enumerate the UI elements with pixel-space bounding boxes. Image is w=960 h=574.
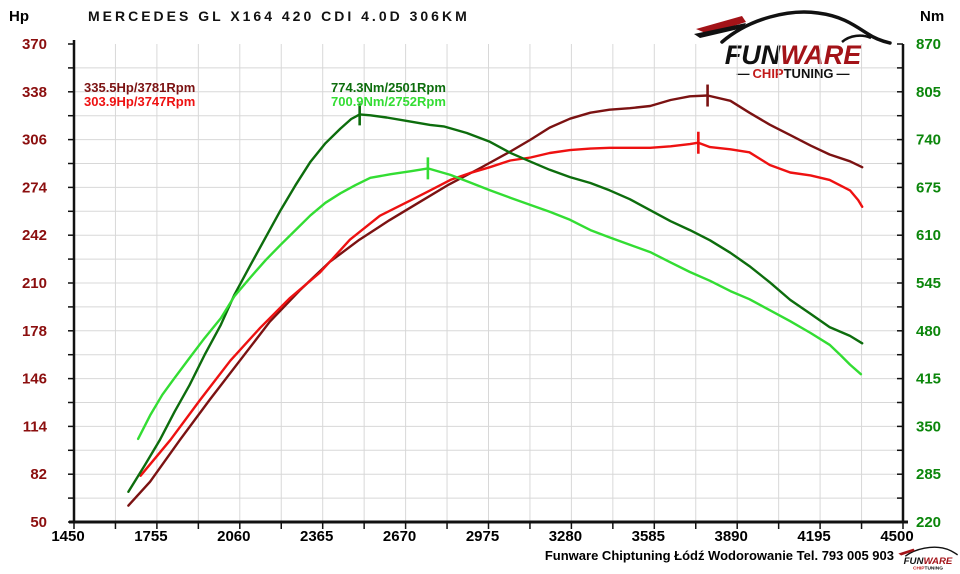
rpm-tick-label: 4195 bbox=[797, 528, 830, 545]
rpm-tick-label: 2060 bbox=[217, 528, 250, 545]
rpm-tick-label: 3280 bbox=[549, 528, 582, 545]
rpm-tick-label: 2975 bbox=[466, 528, 499, 545]
rpm-tick-label: 2670 bbox=[383, 528, 416, 545]
hp-tick-label: 82 bbox=[30, 466, 47, 483]
nm-tick-label: 350 bbox=[916, 418, 941, 435]
nm-tick-label: 415 bbox=[916, 371, 941, 388]
footer-contact-text: Funware Chiptuning Łódź Wodorowanie Tel.… bbox=[544, 548, 894, 563]
nm-tick-label: 740 bbox=[916, 132, 941, 149]
car-spoiler-small-icon bbox=[898, 548, 915, 556]
hp-tick-label: 114 bbox=[23, 418, 48, 435]
curve-stock-hp bbox=[139, 141, 864, 477]
car-silhouette-small-icon bbox=[904, 546, 959, 557]
hp-tick-label: 210 bbox=[22, 275, 47, 292]
car-spoiler-red-icon bbox=[696, 16, 746, 34]
nm-tick-label: 805 bbox=[916, 84, 941, 101]
rpm-tick-label: 3890 bbox=[715, 528, 748, 545]
nm-axis-unit-label: Nm bbox=[920, 8, 945, 25]
rpm-tick-label: 2365 bbox=[300, 528, 333, 545]
nm-tick-label: 675 bbox=[916, 179, 941, 196]
annotation-stock-hp-peak: 303.9Hp/3747Rpm bbox=[84, 94, 196, 109]
nm-tick-label: 545 bbox=[916, 275, 941, 292]
curve-tuned-nm bbox=[127, 113, 864, 493]
logo-small-funware-text: FUNWARE bbox=[904, 556, 953, 567]
page-title: Mercedes GL X164 420 CDI 4.0d 306KM bbox=[88, 8, 470, 24]
annotation-tuned-hp-peak: 335.5Hp/3781Rpm bbox=[84, 80, 196, 95]
nm-tick-label: 870 bbox=[916, 36, 941, 53]
hp-tick-label: 146 bbox=[22, 371, 47, 388]
nm-tick-label: 480 bbox=[916, 323, 941, 340]
annotation-stock-nm-peak: 700.9Nm/2752Rpm bbox=[331, 94, 446, 109]
hp-axis-unit-label: Hp bbox=[9, 8, 29, 25]
funware-logo-small: FUNWARE CHIPTUNING bbox=[898, 546, 959, 571]
rpm-tick-label: 1450 bbox=[51, 528, 84, 545]
rpm-tick-label: 1755 bbox=[134, 528, 167, 545]
hp-tick-label: 370 bbox=[22, 36, 47, 53]
logo-funware-text: FUNWARE bbox=[725, 40, 862, 70]
nm-tick-label: 220 bbox=[916, 514, 941, 531]
curve-tuned-hp bbox=[127, 94, 864, 507]
logo-chiptuning-text: — CHIPTUNING — bbox=[737, 66, 850, 81]
car-silhouette-icon bbox=[720, 10, 892, 45]
hp-tick-label: 306 bbox=[22, 132, 47, 149]
hp-tick-label: 178 bbox=[22, 323, 47, 340]
nm-tick-label: 285 bbox=[916, 466, 941, 483]
nm-tick-label: 610 bbox=[916, 227, 941, 244]
logo-small-chiptuning-text: CHIPTUNING bbox=[913, 565, 943, 571]
rpm-tick-label: 4500 bbox=[880, 528, 913, 545]
rpm-tick-label: 3585 bbox=[632, 528, 665, 545]
funware-logo: FUNWARE — CHIPTUNING — bbox=[694, 10, 892, 81]
curve-stock-nm bbox=[136, 167, 863, 441]
hp-tick-label: 50 bbox=[30, 514, 47, 531]
hp-tick-label: 274 bbox=[22, 179, 48, 196]
annotation-tuned-nm-peak: 774.3Nm/2501Rpm bbox=[331, 80, 446, 95]
hp-tick-label: 242 bbox=[22, 227, 47, 244]
car-detail-icon bbox=[841, 34, 872, 43]
car-spoiler-black-icon bbox=[694, 23, 746, 38]
hp-tick-label: 338 bbox=[22, 84, 47, 101]
